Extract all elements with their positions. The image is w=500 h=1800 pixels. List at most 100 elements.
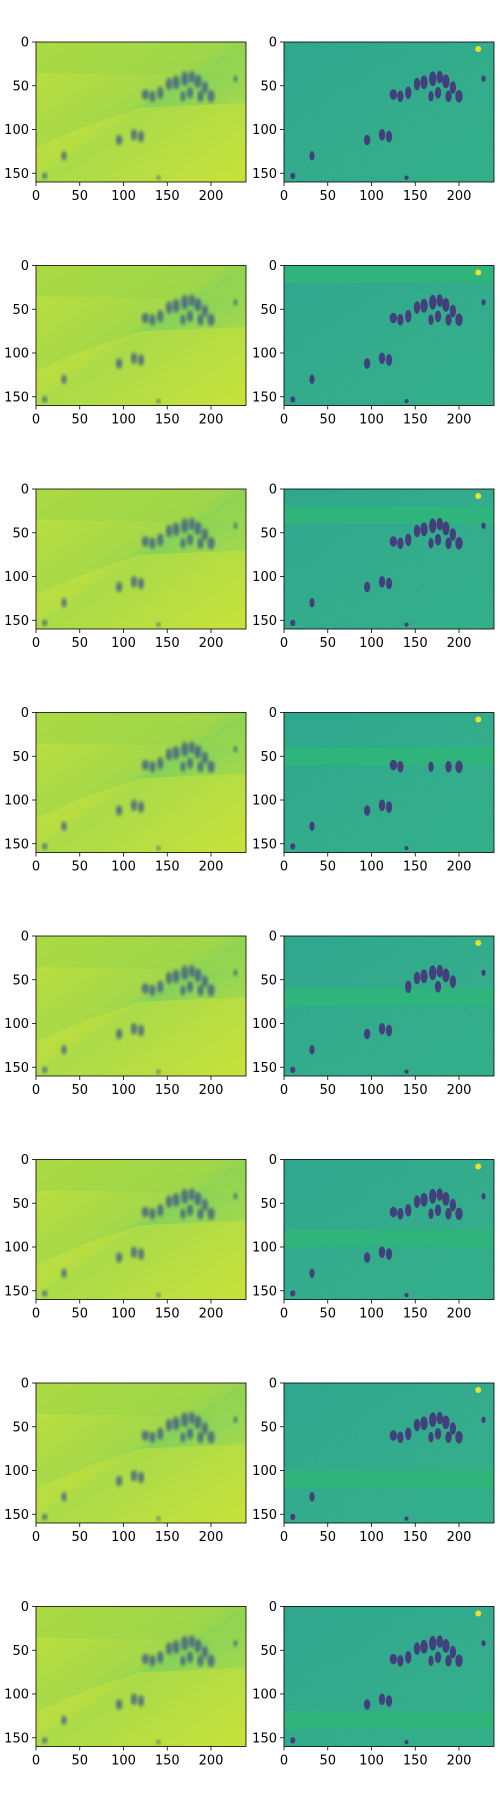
y-tick-label: 100 (252, 123, 277, 138)
x-tick-label: 200 (447, 860, 472, 875)
y-tick-label: 100 (252, 794, 277, 809)
x-tick-label: 200 (447, 636, 472, 651)
y-tick-label: 100 (252, 1241, 277, 1256)
x-tick-label: 200 (199, 1307, 224, 1322)
x-tick-label: 100 (359, 860, 384, 875)
x-tick-label: 200 (199, 1530, 224, 1545)
panel-left-row-7: 0 50 100 150 200 0 50 100 150 (4, 1377, 247, 1545)
y-tick-label: 0 (269, 706, 277, 721)
x-tick-label: 150 (403, 413, 428, 428)
y-tick-label: 0 (269, 483, 277, 498)
y-tick-label: 50 (12, 303, 29, 318)
panel-right-row-8: 0 50 100 150 200 0 50 100 150 (252, 1600, 495, 1769)
x-tick-label: 50 (319, 1530, 336, 1545)
x-tick-label: 50 (319, 1083, 336, 1098)
x-tick-label: 100 (111, 413, 136, 428)
y-tick-label: 0 (21, 36, 29, 51)
panel-left-row-6: 0 50 100 150 200 0 50 100 150 (4, 1153, 247, 1322)
y-tick-label: 0 (269, 1600, 277, 1615)
y-tick-label: 50 (260, 750, 277, 765)
y-tick-label: 50 (260, 303, 277, 318)
x-tick-label: 50 (319, 413, 336, 428)
y-tick-label: 100 (4, 794, 29, 809)
x-tick-label: 50 (319, 1754, 336, 1769)
y-tick-label: 150 (252, 837, 277, 852)
x-tick-label: 200 (447, 1307, 472, 1322)
panel-left-row-3: 0 50 100 150 200 0 50 100 150 (4, 483, 247, 651)
x-tick-label: 50 (319, 860, 336, 875)
x-tick-label: 50 (71, 860, 88, 875)
y-tick-label: 0 (21, 483, 29, 498)
x-tick-label: 50 (319, 636, 336, 651)
y-tick-label: 150 (4, 1731, 29, 1746)
y-tick-label: 150 (4, 837, 29, 852)
panel-right-row-7: 0 50 100 150 200 0 50 100 150 (252, 1377, 495, 1545)
x-tick-label: 150 (155, 636, 180, 651)
y-tick-label: 150 (4, 1061, 29, 1076)
x-tick-label: 100 (111, 1307, 136, 1322)
x-tick-label: 100 (111, 860, 136, 875)
panel-right-row-3: 0 50 100 150 200 0 50 100 150 (252, 483, 495, 651)
x-tick-label: 100 (111, 1083, 136, 1098)
x-tick-label: 0 (280, 1307, 288, 1322)
x-tick-label: 0 (32, 1754, 40, 1769)
y-tick-label: 50 (260, 1420, 277, 1435)
x-tick-label: 150 (155, 860, 180, 875)
x-tick-label: 0 (32, 1530, 40, 1545)
x-tick-label: 50 (71, 1754, 88, 1769)
x-tick-label: 0 (280, 1083, 288, 1098)
panel-left-row-5: 0 50 100 150 200 0 50 100 150 (4, 930, 247, 1098)
y-tick-label: 50 (260, 973, 277, 988)
x-tick-label: 200 (199, 413, 224, 428)
y-tick-label: 150 (4, 1284, 29, 1299)
x-tick-label: 100 (111, 1754, 136, 1769)
x-tick-label: 50 (71, 413, 88, 428)
y-tick-label: 100 (252, 570, 277, 585)
y-tick-label: 100 (252, 1688, 277, 1703)
x-tick-label: 50 (71, 1530, 88, 1545)
x-tick-label: 150 (403, 1083, 428, 1098)
x-tick-label: 200 (199, 860, 224, 875)
y-tick-label: 150 (4, 390, 29, 405)
x-tick-label: 50 (319, 1307, 336, 1322)
x-tick-label: 150 (403, 1754, 428, 1769)
y-tick-label: 150 (252, 1731, 277, 1746)
x-tick-label: 200 (447, 413, 472, 428)
panel-left-row-2: 0 50 100 150 200 0 50 100 150 (4, 259, 247, 428)
x-tick-label: 200 (447, 189, 472, 204)
y-tick-label: 150 (252, 167, 277, 182)
y-tick-label: 50 (12, 973, 29, 988)
y-tick-label: 50 (12, 526, 29, 541)
y-tick-label: 0 (269, 1377, 277, 1392)
y-tick-label: 100 (252, 1464, 277, 1479)
x-tick-label: 0 (32, 413, 40, 428)
x-tick-label: 100 (359, 1307, 384, 1322)
x-tick-label: 100 (111, 1530, 136, 1545)
x-tick-label: 200 (199, 1754, 224, 1769)
panel-left-row-4: 0 50 100 150 200 0 50 100 150 (4, 706, 247, 875)
panel-right-row-5: 0 50 100 150 200 0 50 100 150 (252, 930, 495, 1098)
x-tick-label: 200 (199, 1083, 224, 1098)
x-tick-label: 0 (280, 636, 288, 651)
x-tick-label: 200 (199, 189, 224, 204)
panel-right-row-1: 0 50 100 150 200 0 50 100 150 (252, 36, 495, 204)
y-tick-label: 50 (12, 79, 29, 94)
x-tick-label: 150 (155, 413, 180, 428)
x-tick-label: 150 (403, 189, 428, 204)
panel-left-row-1: 0 50 100 150 200 0 50 100 150 (4, 36, 247, 204)
x-tick-label: 50 (71, 636, 88, 651)
x-tick-label: 150 (403, 1307, 428, 1322)
y-tick-label: 0 (21, 930, 29, 945)
y-tick-label: 100 (4, 1688, 29, 1703)
x-tick-label: 0 (32, 636, 40, 651)
y-tick-label: 50 (260, 1197, 277, 1212)
y-tick-label: 150 (252, 1284, 277, 1299)
x-tick-label: 150 (155, 189, 180, 204)
y-tick-label: 50 (12, 1644, 29, 1659)
y-tick-label: 50 (260, 1644, 277, 1659)
x-tick-label: 100 (111, 189, 136, 204)
x-tick-label: 0 (32, 860, 40, 875)
y-tick-label: 100 (4, 1017, 29, 1032)
y-tick-label: 50 (260, 526, 277, 541)
